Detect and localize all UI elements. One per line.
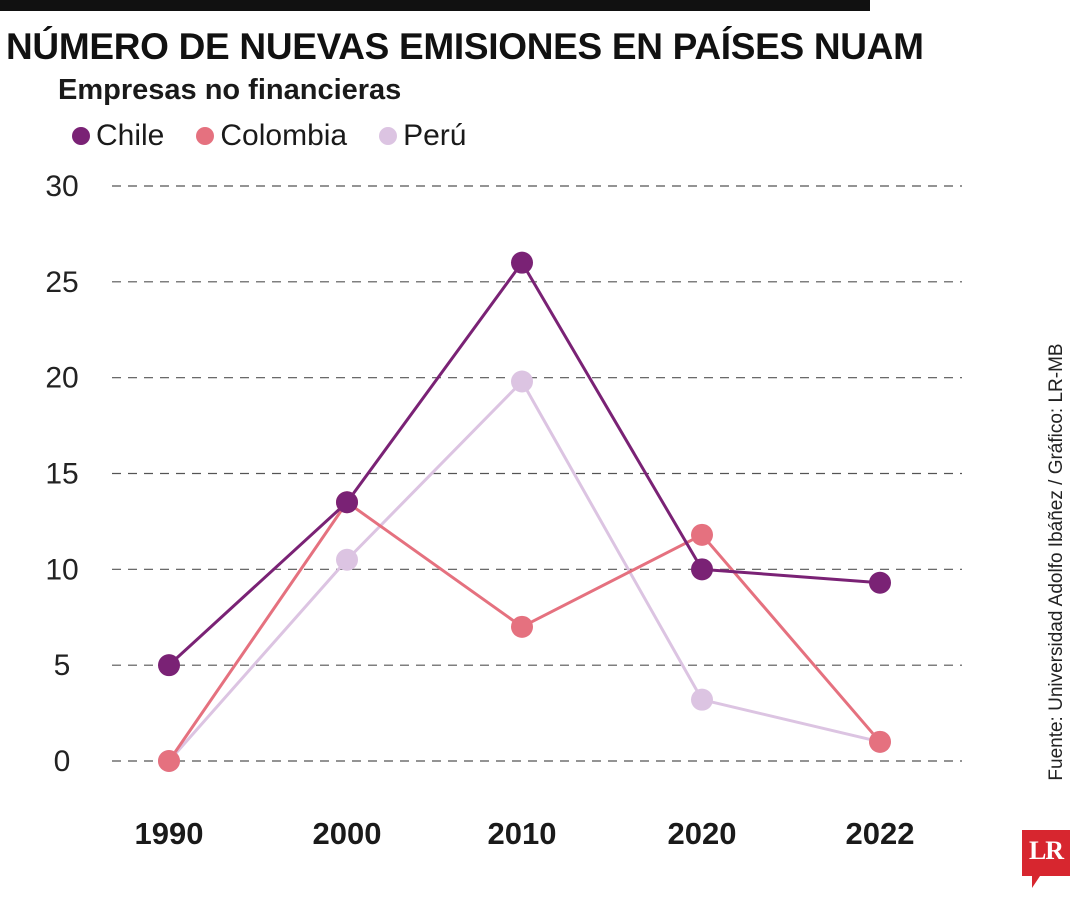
data-point-colombia-2010 (511, 615, 533, 638)
chart-legend: Chile Colombia Perú (72, 119, 498, 153)
header-top-bar (0, 0, 870, 11)
legend-swatch-peru (379, 127, 398, 145)
data-point-per-2020 (691, 688, 713, 711)
x-tick-label-1990: 1990 (135, 816, 204, 851)
data-point-chile-2020 (691, 558, 713, 581)
data-point-per-2010 (511, 370, 533, 393)
data-point-chile-1990 (158, 654, 180, 677)
y-tick-label-0: 0 (54, 745, 71, 778)
y-tick-label-20: 20 (45, 362, 78, 395)
data-point-chile-2000 (336, 491, 358, 514)
data-point-colombia-1990 (158, 750, 180, 772)
x-tick-label-2000: 2000 (313, 816, 382, 851)
logo-badge-shape (1022, 830, 1070, 888)
lr-logo: LR (1022, 830, 1070, 888)
logo-badge (1022, 830, 1070, 888)
legend-swatch-chile (72, 127, 90, 145)
data-point-colombia-2020 (691, 523, 713, 546)
source-credit: Fuente: Universidad Adolfo Ibáñez / Gráf… (1046, 343, 1067, 781)
y-tick-label-30: 30 (45, 170, 78, 203)
legend-label-chile: Chile (96, 119, 165, 152)
x-tick-label-2022: 2022 (846, 816, 915, 851)
legend-label-peru: Perú (403, 119, 467, 152)
x-tick-label-2010: 2010 (488, 816, 557, 851)
data-point-colombia-2022 (869, 730, 891, 753)
y-tick-label-10: 10 (45, 553, 78, 586)
y-tick-label-5: 5 (54, 649, 71, 682)
logo-text: LR (1028, 836, 1064, 865)
legend-label-colombia: Colombia (220, 119, 348, 152)
series-line-per (167, 380, 882, 763)
data-point-per-2000 (336, 548, 358, 571)
y-tick-label-25: 25 (45, 266, 78, 299)
chart-title: NÚMERO DE NUEVAS EMISIONES EN PAÍSES NUA… (6, 26, 924, 67)
legend-item-chile: Chile (72, 119, 164, 153)
legend-item-colombia: Colombia (196, 119, 347, 153)
y-tick-label-15: 15 (45, 458, 78, 491)
chart-subtitle: Empresas no financieras (58, 74, 402, 106)
legend-swatch-colombia (196, 127, 215, 145)
data-point-chile-2010 (511, 251, 533, 274)
legend-item-peru: Perú (379, 119, 466, 153)
x-tick-label-2020: 2020 (668, 816, 737, 851)
data-point-chile-2022 (869, 571, 891, 594)
